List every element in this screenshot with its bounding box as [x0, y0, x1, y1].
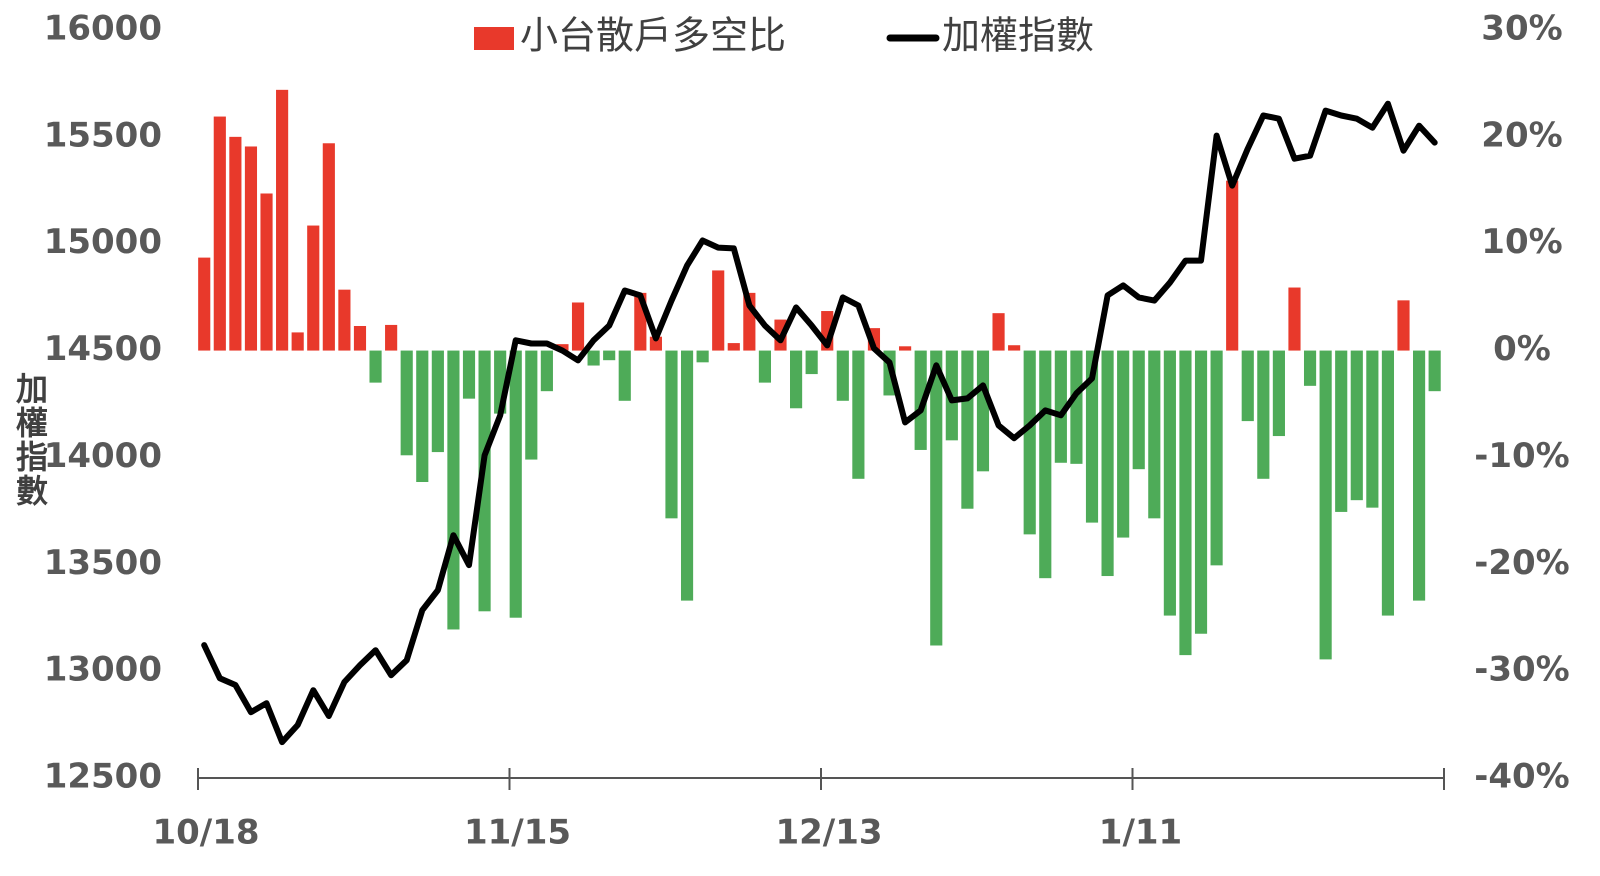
y2-tick-label: 20%: [1481, 115, 1562, 155]
bar: [587, 350, 600, 366]
bar: [680, 350, 694, 601]
y-tick-label: 13500: [44, 543, 162, 583]
bar: [385, 324, 398, 351]
bar: [478, 350, 491, 612]
bar: [1101, 350, 1114, 577]
bar: [790, 350, 803, 409]
y2-tick-label: -40%: [1474, 757, 1570, 797]
y-tick-label: 15500: [44, 115, 162, 155]
y2-tick-label: 10%: [1481, 222, 1562, 262]
bar: [618, 350, 631, 401]
bar: [1194, 350, 1208, 634]
bar: [805, 350, 818, 375]
bar: [229, 136, 242, 351]
bar: [1397, 300, 1410, 351]
bar: [540, 350, 553, 392]
x-tick-label: 10/18: [152, 813, 259, 853]
bar: [1288, 287, 1301, 351]
bar: [649, 336, 662, 351]
bar: [712, 270, 725, 351]
bar: [1319, 350, 1332, 660]
y2-tick-label: 30%: [1481, 9, 1562, 49]
bar: [198, 257, 211, 351]
y-tick-label: 14000: [44, 436, 162, 476]
bar: [696, 350, 709, 363]
bar: [244, 146, 258, 351]
bar: [1272, 350, 1285, 437]
x-tick-label: 11/15: [464, 813, 571, 853]
bar: [322, 143, 335, 351]
bar: [758, 350, 772, 383]
x-tick-label: 12/13: [775, 813, 882, 853]
bar: [369, 350, 382, 383]
bar: [525, 350, 538, 460]
bar: [1257, 350, 1270, 479]
bar: [291, 332, 304, 351]
bar: [1023, 350, 1036, 535]
bar: [1179, 350, 1192, 656]
y2-tick-label: -10%: [1474, 436, 1570, 476]
bar: [1117, 350, 1130, 538]
bar: [1054, 350, 1067, 463]
bar: [836, 350, 849, 401]
bar: [1070, 350, 1083, 464]
bar: [1366, 350, 1379, 508]
y-tick-label: 12500: [44, 757, 162, 797]
bar: [1148, 350, 1161, 519]
bar: [447, 350, 460, 630]
bar: [276, 89, 289, 351]
bar: [1085, 350, 1099, 523]
bar: [431, 350, 444, 453]
bar: [1303, 350, 1317, 386]
bar: [307, 225, 320, 351]
bar: [899, 346, 912, 351]
bar: [462, 350, 476, 399]
bar: [1163, 350, 1176, 616]
bar: [976, 350, 990, 472]
bar: [353, 325, 367, 351]
y-tick-label: 13000: [44, 650, 162, 690]
bar: [930, 350, 943, 646]
bar: [213, 116, 226, 351]
y2-tick-label: -20%: [1474, 543, 1570, 583]
y-tick-label: 15000: [44, 222, 162, 262]
bar: [338, 289, 351, 351]
bar: [665, 350, 678, 519]
bar: [571, 302, 585, 351]
bar: [1132, 350, 1145, 470]
bar: [914, 350, 927, 450]
bar: [603, 350, 616, 361]
bar: [1210, 350, 1223, 566]
bar: [727, 343, 740, 351]
y-axis-title: 加權指數: [11, 372, 49, 508]
line: [201, 100, 1438, 746]
legend-label: 加權指數: [942, 14, 1094, 58]
bar: [1428, 350, 1441, 392]
y2-tick-label: -30%: [1474, 650, 1570, 690]
bar: [1413, 350, 1426, 601]
bar: [992, 313, 1005, 351]
bar: [1226, 180, 1239, 351]
bar: [1335, 350, 1348, 512]
bar: [1241, 350, 1254, 422]
bar: [509, 350, 522, 618]
bar: [416, 350, 429, 483]
y-tick-label: 16000: [44, 9, 162, 49]
y2-tick-label: 0%: [1493, 329, 1551, 369]
bar: [961, 350, 974, 509]
x-tick-label: 1/11: [1099, 813, 1182, 853]
bar: [1381, 350, 1395, 616]
legend-swatch: [474, 27, 514, 50]
bar: [400, 350, 413, 456]
y-tick-label: 14500: [44, 329, 162, 369]
bar: [1008, 345, 1021, 351]
bar: [1039, 350, 1052, 579]
bar: [852, 350, 865, 479]
bar: [1350, 350, 1363, 501]
bar: [260, 193, 273, 351]
legend-label: 小台散戶多空比: [520, 14, 786, 58]
